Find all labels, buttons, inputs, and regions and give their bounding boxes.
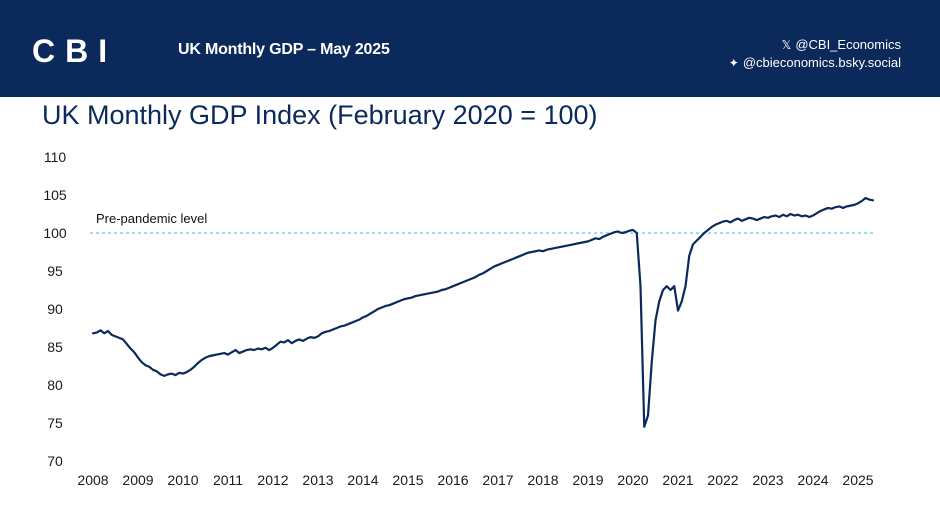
social-x-handle: @CBI_Economics <box>795 37 901 52</box>
header-title: UK Monthly GDP – May 2025 <box>178 41 390 58</box>
cbi-logo-text: CBI <box>32 33 117 68</box>
social-handles: 𝕏 @CBI_Economics ✦ @cbieconomics.bsky.soci… <box>729 36 901 72</box>
x-logo-icon: 𝕏 <box>781 38 792 52</box>
x-tick-label: 2011 <box>213 472 243 488</box>
x-tick-label: 2012 <box>257 472 288 488</box>
butterfly-icon: ✦ <box>728 56 739 70</box>
x-tick-label: 2015 <box>392 472 423 488</box>
pre-pandemic-label: Pre-pandemic level <box>96 211 207 226</box>
social-bluesky-handle: @cbieconomics.bsky.social <box>742 55 901 70</box>
x-tick-label: 2025 <box>842 472 873 488</box>
x-tick-label: 2022 <box>707 472 738 488</box>
y-tick-label: 75 <box>47 415 63 431</box>
y-tick-label: 70 <box>47 453 63 469</box>
social-bluesky[interactable]: ✦ @cbieconomics.bsky.social <box>729 54 901 72</box>
x-tick-label: 2010 <box>167 472 198 488</box>
x-tick-label: 2024 <box>797 472 828 488</box>
chart-title: UK Monthly GDP Index (February 2020 = 10… <box>42 100 598 130</box>
x-tick-label: 2023 <box>752 472 783 488</box>
cbi-logo-mark: CBI <box>32 33 117 69</box>
y-tick-label: 100 <box>43 225 67 241</box>
y-tick-label: 95 <box>47 263 63 279</box>
y-tick-label: 105 <box>43 187 67 203</box>
header-banner: CBI UK Monthly GDP – May 2025 𝕏 @CBI_Econ… <box>0 0 940 97</box>
x-tick-label: 2016 <box>437 472 468 488</box>
x-tick-label: 2018 <box>527 472 558 488</box>
x-tick-label: 2019 <box>572 472 603 488</box>
x-tick-label: 2009 <box>122 472 153 488</box>
y-tick-label: 90 <box>47 301 63 317</box>
x-tick-label: 2008 <box>77 472 108 488</box>
x-tick-label: 2020 <box>617 472 648 488</box>
x-tick-label: 2021 <box>662 472 693 488</box>
x-tick-label: 2017 <box>482 472 513 488</box>
x-tick-label: 2013 <box>302 472 333 488</box>
gdp-line-chart: 110 105 100 95 90 85 80 75 70 2008 2009 2010 2011 201… <box>43 149 875 488</box>
social-x[interactable]: 𝕏 @CBI_Economics <box>729 36 901 54</box>
y-tick-label: 80 <box>47 377 63 393</box>
gdp-series-line <box>91 196 875 428</box>
y-tick-label: 110 <box>44 149 67 165</box>
cbi-logo[interactable]: CBI <box>32 30 130 69</box>
x-tick-label: 2014 <box>347 472 378 488</box>
y-tick-label: 85 <box>47 339 63 355</box>
